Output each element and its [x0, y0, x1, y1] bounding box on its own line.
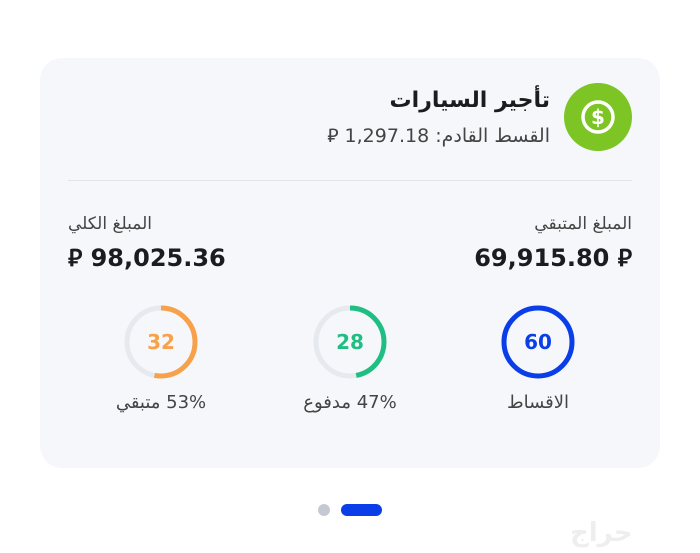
dollar-circle-icon: $	[564, 83, 632, 151]
pager-dot-1[interactable]	[318, 504, 330, 516]
svg-text:$: $	[591, 105, 605, 129]
pager-dot-2-active[interactable]	[341, 504, 382, 516]
ring-value: 60	[524, 330, 552, 354]
watermark-logo: حراج	[570, 518, 633, 548]
progress-ring: 28	[312, 304, 388, 380]
progress-ring: 32	[123, 304, 199, 380]
remaining-label: المبلغ المتبقي	[534, 214, 632, 234]
total-amount: ⃁ 98,025.36	[68, 244, 226, 272]
next-installment: القسط القادم: 1,297.18 ⃁	[327, 125, 550, 147]
ring-label: 47% مدفوع	[303, 392, 397, 413]
progress-ring: 60	[500, 304, 576, 380]
divider	[68, 180, 632, 181]
remaining-amount: ⃁ 69,915.80	[474, 244, 632, 272]
ring-arc	[124, 305, 198, 379]
card-title: تأجير السيارات	[389, 88, 550, 113]
ring-value: 32	[147, 330, 175, 354]
ring-label: 53% متبقي	[115, 392, 207, 413]
loan-card[interactable]: $ تأجير السيارات القسط القادم: 1,297.18 …	[40, 58, 660, 468]
ring-label: الاقساط	[506, 392, 570, 413]
ring-arc	[313, 305, 387, 379]
total-label: المبلغ الكلي	[68, 214, 153, 234]
ring-value: 28	[336, 330, 364, 354]
ring-arc	[501, 305, 575, 379]
